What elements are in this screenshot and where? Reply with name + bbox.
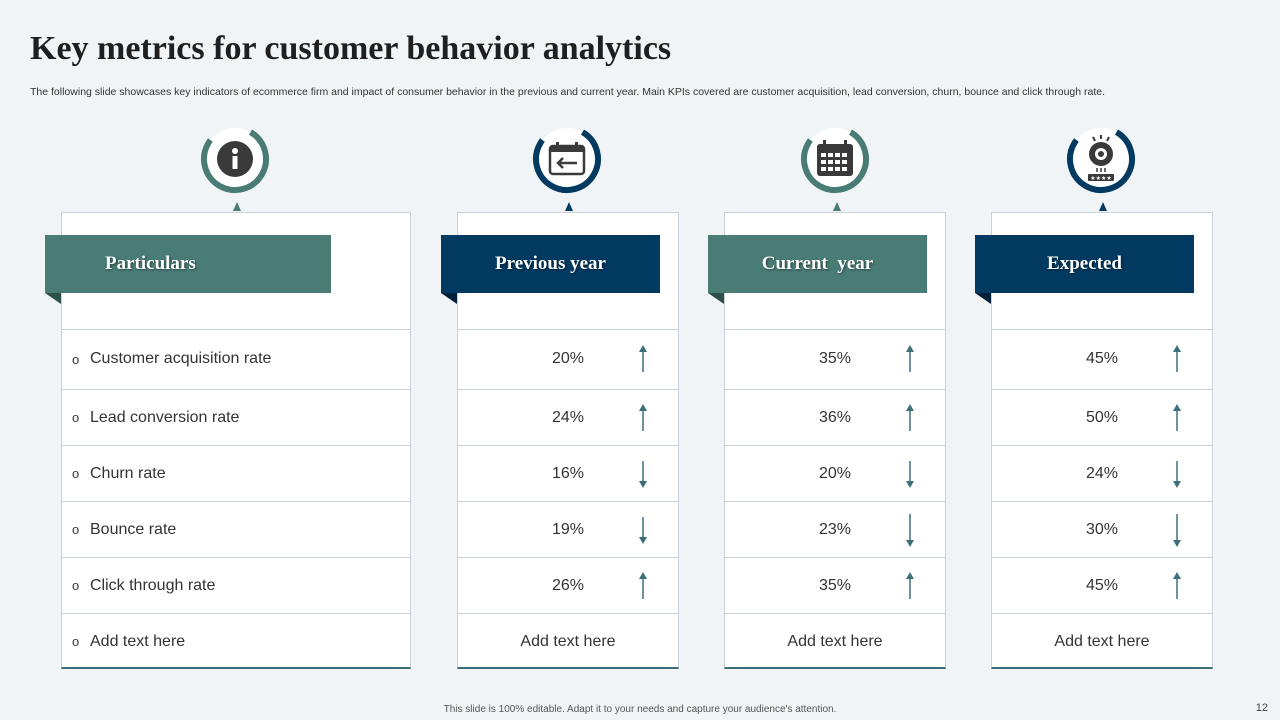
current-year-header: Current year — [708, 235, 927, 304]
trend-up-icon — [639, 571, 647, 599]
svg-text:★★★★: ★★★★ — [1090, 175, 1112, 182]
add-text-placeholder[interactable]: Add text here — [1054, 632, 1150, 650]
metric-value: 30% — [1085, 520, 1119, 538]
footer-note: This slide is 100% editable. Adapt it to… — [443, 704, 837, 715]
table-row: 35% — [725, 329, 945, 390]
trend-up-icon — [1173, 345, 1181, 372]
bullet-icon: o — [72, 634, 80, 649]
row-label: Churn rate — [90, 464, 166, 482]
table-row: 35% — [725, 558, 945, 614]
trend-up-icon — [906, 571, 914, 599]
table-row: 30% — [992, 502, 1212, 558]
row-label: Customer acquisition rate — [90, 350, 272, 367]
expected-header-label: Expected — [1047, 253, 1122, 274]
trend-down-icon — [639, 460, 647, 488]
table-row: Add text here — [458, 614, 678, 669]
trend-down-icon — [639, 516, 647, 544]
trend-up-icon — [906, 403, 914, 431]
table-row: Add text here — [725, 614, 945, 669]
particulars-column: Particulars o Customer acquisition rate … — [45, 212, 411, 669]
trend-up-icon — [1173, 403, 1181, 431]
previous-year-header-label: Previous year — [495, 253, 606, 274]
bullet-icon: o — [72, 351, 80, 367]
particulars-header: Particulars — [45, 235, 331, 304]
metric-value: 36% — [818, 408, 852, 426]
metric-value: 35% — [818, 350, 852, 367]
metric-value: 19% — [551, 520, 585, 538]
table-row: 45% — [992, 329, 1212, 390]
metric-value: 20% — [551, 350, 585, 367]
metric-value: 50% — [1085, 408, 1119, 426]
previous-year-column: Previous year 20% 24% 16% 19% 26% Add te… — [441, 212, 679, 669]
calendar-grid-icon — [800, 124, 870, 211]
current-year-header-label: Current year — [761, 253, 874, 274]
page-number: 12 — [1255, 702, 1268, 714]
table-row: o Add text here — [62, 614, 410, 669]
metric-value: 24% — [1085, 464, 1119, 482]
expected-column: Expected 45% 50% 24% 30% 45% Add text he… — [975, 212, 1213, 669]
metric-value: 35% — [818, 576, 852, 594]
trend-up-icon — [639, 345, 647, 372]
row-label: Click through rate — [90, 576, 216, 594]
table-row: o Lead conversion rate — [62, 390, 410, 446]
current-year-column: Current year 35% 36% 20% 23% 35% Add tex… — [708, 212, 946, 669]
table-row: 26% — [458, 558, 678, 614]
bullet-icon: o — [72, 466, 80, 481]
metric-value: 20% — [818, 464, 852, 482]
metric-value: 16% — [551, 464, 585, 482]
table-row: 16% — [458, 446, 678, 502]
previous-year-header: Previous year — [441, 235, 660, 304]
trend-down-icon — [906, 513, 914, 547]
trend-down-icon — [1173, 460, 1181, 488]
bullet-icon: o — [72, 522, 80, 537]
expected-header: Expected — [975, 235, 1194, 304]
trend-up-icon — [906, 345, 914, 372]
calendar-back-icon — [532, 124, 602, 211]
trend-up-icon — [639, 403, 647, 431]
table-row: 24% — [992, 446, 1212, 502]
add-text-placeholder[interactable]: Add text here — [787, 632, 883, 650]
table-row: 24% — [458, 390, 678, 446]
trend-down-icon — [1173, 513, 1181, 547]
bullet-icon: o — [72, 410, 80, 425]
metric-value: 23% — [818, 520, 852, 538]
metric-value: 26% — [551, 576, 585, 594]
metric-value: 45% — [1085, 350, 1119, 367]
table-row: 23% — [725, 502, 945, 558]
table-row: o Click through rate — [62, 558, 410, 614]
metric-value: 24% — [551, 408, 585, 426]
page-title: Key metrics for customer behavior analyt… — [30, 30, 672, 67]
trend-down-icon — [906, 460, 914, 488]
table-row: 20% — [458, 329, 678, 390]
table-row: Add text here — [992, 614, 1212, 669]
table-row: 36% — [725, 390, 945, 446]
table-row: 50% — [992, 390, 1212, 446]
customer-rating-icon: ★★★★ — [1066, 124, 1136, 211]
page-subtitle: The following slide showcases key indica… — [30, 86, 1106, 98]
table-row: o Churn rate — [62, 446, 410, 502]
add-text-placeholder[interactable]: Add text here — [90, 632, 186, 650]
table-row: o Bounce rate — [62, 502, 410, 558]
particulars-header-label: Particulars — [105, 253, 196, 274]
table-row: o Customer acquisition rate — [62, 329, 410, 390]
table-row: 19% — [458, 502, 678, 558]
bullet-icon: o — [72, 578, 80, 593]
info-icon — [200, 124, 270, 211]
add-text-placeholder[interactable]: Add text here — [520, 632, 616, 650]
table-row: 45% — [992, 558, 1212, 614]
trend-up-icon — [1173, 571, 1181, 599]
table-row: 20% — [725, 446, 945, 502]
metric-value: 45% — [1085, 576, 1119, 594]
row-label: Bounce rate — [90, 520, 177, 538]
row-label: Lead conversion rate — [90, 408, 240, 426]
